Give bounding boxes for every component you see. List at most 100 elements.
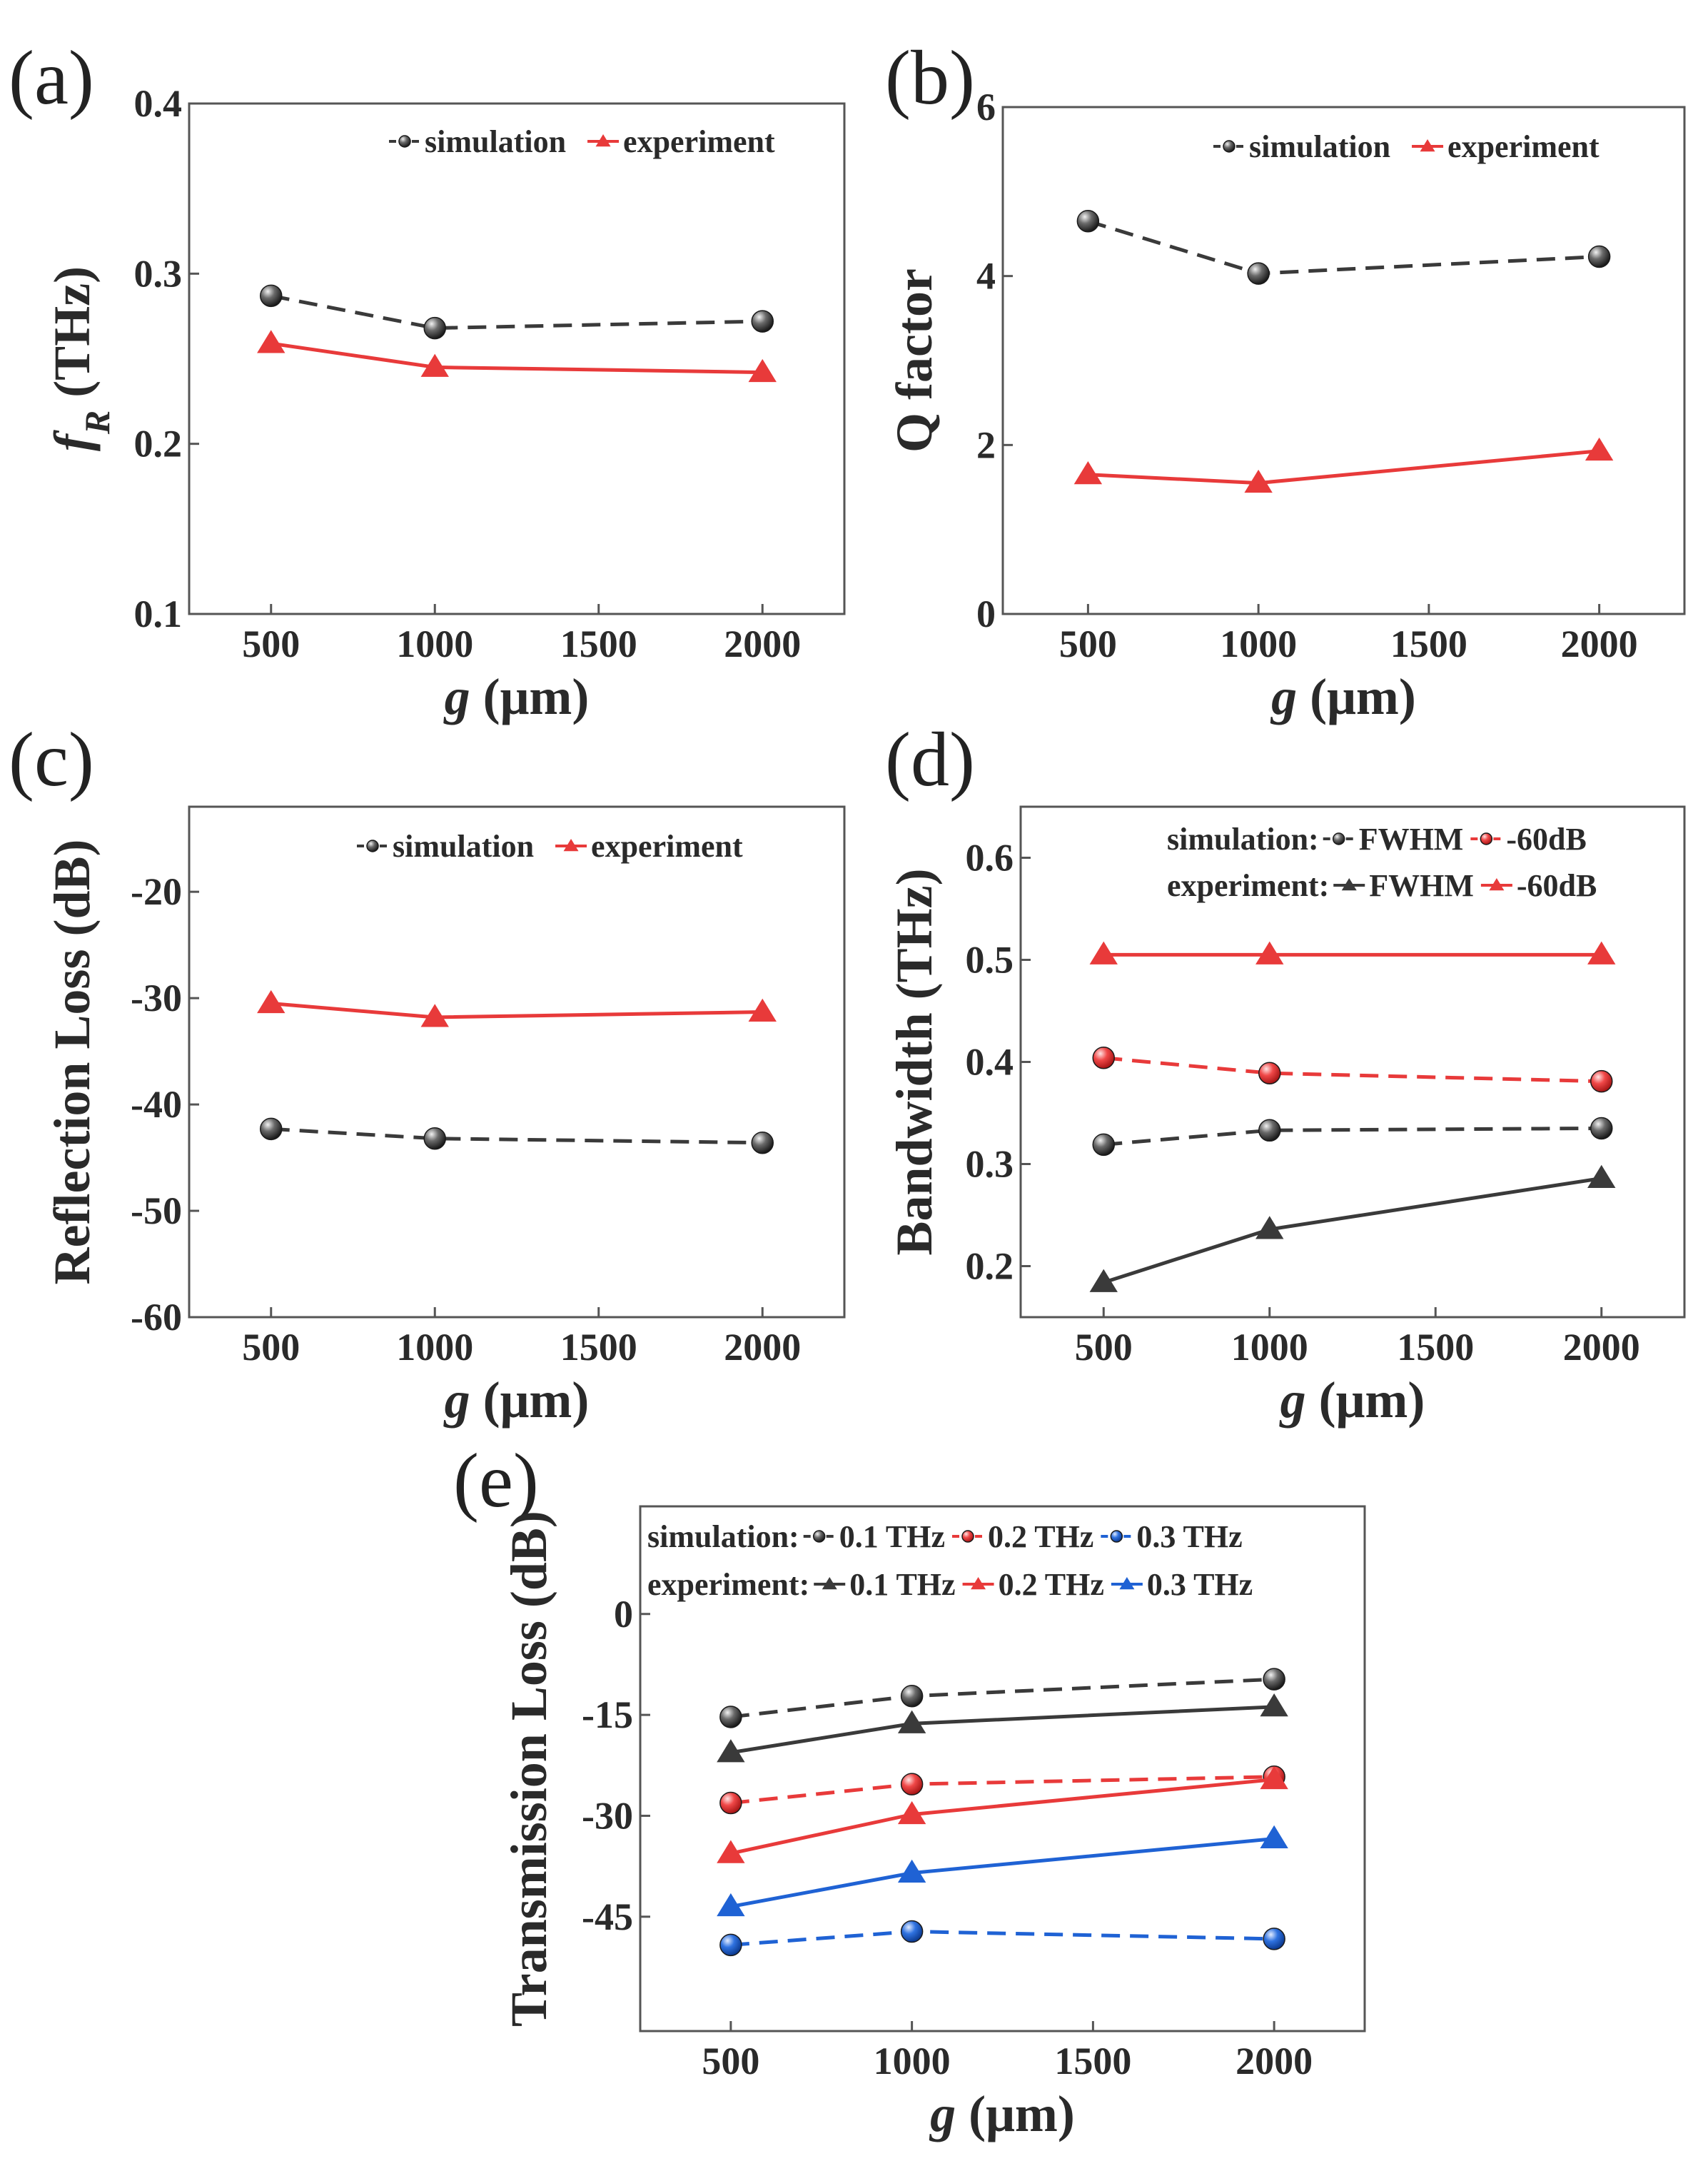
y-tick-label: -50 [131,1189,182,1232]
x-tick-label: 2000 [1235,2040,1313,2082]
y-axis-label: Q factor [886,268,943,453]
series-line-0 [271,1127,763,1145]
series-line-1 [1103,1056,1602,1084]
plot-frame [188,102,846,615]
data-point-3-0 [1089,941,1118,964]
x-axis-label: g (μm) [929,2085,1075,2142]
data-point-4-1 [897,1800,926,1825]
data-point-1-2 [748,998,777,1022]
plot-frame [188,805,846,1319]
data-point-0-0 [1076,210,1100,233]
data-point-0-2 [1590,1117,1613,1140]
y-axis-label: Transmission Loss (dB) [500,1511,557,2027]
legend-marker-0 [366,840,379,852]
legend: simulation experiment [389,124,775,159]
legend-label-2: 0.3 THz [1136,1519,1242,1554]
data-point-2-1 [900,1920,924,1943]
x-axis-label: g (μm) [1270,668,1416,725]
series-line-2 [730,1930,1275,1947]
legend-label-1: experiment [591,829,743,864]
panel-letter: (c) [9,717,94,802]
plot-frame [639,1505,1366,2032]
y-tick-label: 0.4 [134,82,183,125]
legend-marker-1 [595,134,611,147]
y-tick-label: -45 [582,1895,633,1938]
series-line-0 [1103,1126,1602,1147]
y-tick-label: 4 [976,255,996,298]
legend-label-0: simulation [393,829,534,864]
legend-label-2: FWHM [1369,868,1474,903]
x-tick-label: 500 [242,1326,300,1369]
y-tick-label: -40 [131,1083,182,1126]
data-point-1-0 [257,330,285,353]
data-point-2-2 [1263,1928,1285,1950]
data-point-3-2 [1260,1693,1288,1717]
y-axis-label: Bandwidth (THz) [886,868,943,1255]
legend-marker-3 [822,1577,837,1590]
data-point-1-1 [1244,469,1273,493]
y-tick-label: 0 [614,1593,633,1636]
data-point-3-0 [717,1739,745,1763]
data-point-0-1 [900,1684,924,1708]
data-point-4-0 [717,1840,745,1863]
data-point-1-2 [748,358,777,383]
data-point-3-2 [1587,941,1616,964]
x-tick-label: 1500 [1390,623,1467,665]
x-tick-label: 500 [1075,1326,1133,1369]
plot-frame [1001,106,1686,615]
legend-group-title: simulation: [647,1519,799,1554]
legend-label-1: -60dB [1506,822,1586,857]
legend: simulation: FWHM -60dB experiment: FWHM -60dB [1167,822,1597,903]
data-point-2-2 [1587,1164,1616,1189]
x-tick-label: 1000 [874,2040,951,2082]
y-axis-label: Reflection Loss (dB) [44,840,101,1285]
data-point-0-0 [719,1706,742,1728]
data-point-1-0 [719,1791,742,1815]
y-axis-label: fR (THz) [44,266,117,451]
x-tick-label: 500 [702,2040,759,2082]
series-line-4 [730,1778,1275,1855]
legend: simulation experiment [357,829,743,864]
x-axis-label: g (μm) [443,1371,590,1429]
y-tick-label: -15 [582,1693,633,1736]
legend-marker-0 [812,1530,826,1543]
data-point-1-0 [1092,1047,1115,1069]
series-line-1 [1088,449,1600,485]
y-tick-label: -60 [131,1296,182,1339]
data-point-3-1 [897,1710,926,1733]
y-tick-label: 6 [976,86,996,129]
data-point-0-2 [751,310,774,333]
data-point-1-1 [420,1004,449,1027]
chart-panel-a: (a) 500 1000 1500 2000 0.1 0.2 0.3 0.4 g (μm) fR (… [9,36,846,725]
data-point-0-1 [423,316,446,340]
data-point-0-2 [1587,245,1611,268]
legend-marker-0 [398,135,411,148]
data-point-0-2 [751,1131,774,1154]
panel-letter: (a) [9,36,94,121]
x-tick-label: 2000 [724,1326,801,1369]
x-axis-label: g (μm) [443,668,590,725]
x-tick-label: 1500 [560,623,637,665]
legend-marker-2 [1341,878,1357,891]
legend-marker-5 [1119,1577,1135,1590]
data-point-5-1 [897,1859,926,1883]
x-tick-label: 1000 [396,623,473,665]
legend-marker-0 [1223,140,1235,153]
data-point-2-0 [1089,1269,1118,1292]
data-point-1-2 [1590,1069,1613,1093]
x-tick-label: 2000 [1563,1326,1640,1369]
y-tick-label: 0.2 [966,1245,1014,1288]
legend-label-0: simulation [1249,129,1390,164]
data-point-2-1 [1255,1216,1284,1239]
data-point-0-1 [423,1127,446,1150]
legend-label-3: 0.1 THz [849,1567,955,1602]
data-point-0-0 [1092,1133,1115,1157]
legend-label-4: 0.2 THz [999,1567,1104,1602]
data-point-0-1 [1258,1119,1281,1142]
legend-label-0: FWHM [1359,822,1464,857]
data-point-1-2 [1585,437,1614,461]
y-tick-label: 0.5 [966,939,1014,982]
data-point-4-2 [1260,1765,1288,1790]
data-point-1-1 [420,353,449,377]
